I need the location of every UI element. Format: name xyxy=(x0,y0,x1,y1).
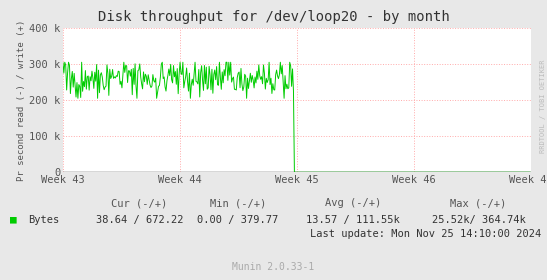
Text: RRDTOOL / TOBI OETIKER: RRDTOOL / TOBI OETIKER xyxy=(540,60,546,153)
Text: 25.52k/ 364.74k: 25.52k/ 364.74k xyxy=(432,215,526,225)
Text: Last update: Mon Nov 25 14:10:00 2024: Last update: Mon Nov 25 14:10:00 2024 xyxy=(310,229,542,239)
Text: Bytes: Bytes xyxy=(28,215,60,225)
Text: 0.00 / 379.77: 0.00 / 379.77 xyxy=(197,215,278,225)
Text: Max (-/+): Max (-/+) xyxy=(451,198,507,208)
Y-axis label: Pr second read (-) / write (+): Pr second read (-) / write (+) xyxy=(17,20,26,181)
Text: Cur (-/+): Cur (-/+) xyxy=(112,198,167,208)
Text: Disk throughput for /dev/loop20 - by month: Disk throughput for /dev/loop20 - by mon… xyxy=(97,10,450,24)
Text: 13.57 / 111.55k: 13.57 / 111.55k xyxy=(306,215,400,225)
Text: ■: ■ xyxy=(10,215,16,225)
Text: Min (-/+): Min (-/+) xyxy=(210,198,266,208)
Text: 38.64 / 672.22: 38.64 / 672.22 xyxy=(96,215,183,225)
Text: Munin 2.0.33-1: Munin 2.0.33-1 xyxy=(232,262,315,272)
Text: Avg (-/+): Avg (-/+) xyxy=(325,198,381,208)
